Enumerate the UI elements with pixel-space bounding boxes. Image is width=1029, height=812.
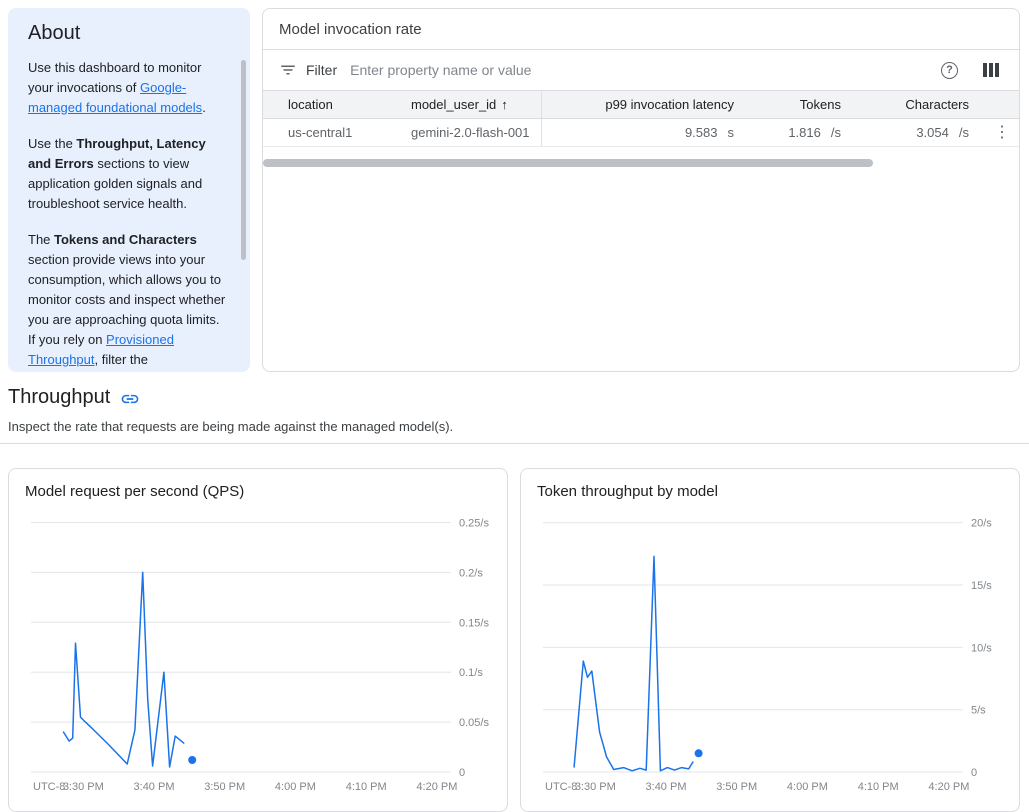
filter-icon [279, 61, 297, 79]
svg-text:UTC-8: UTC-8 [545, 781, 577, 793]
svg-text:0: 0 [971, 767, 977, 779]
about-p3-text: The [28, 232, 55, 247]
svg-text:4:20 PM: 4:20 PM [416, 781, 457, 793]
table-row: us-central1 gemini-2.0-flash-001 9.583 s… [263, 119, 1019, 147]
svg-text:20/s: 20/s [971, 518, 992, 530]
about-p1-text: Use this dashboard to monitor your invoc… [28, 60, 202, 95]
svg-text:3:50 PM: 3:50 PM [204, 781, 245, 793]
svg-text:3:50 PM: 3:50 PM [716, 781, 757, 793]
throughput-section-title-row: Throughput [8, 386, 1008, 409]
svg-text:4:20 PM: 4:20 PM [928, 781, 969, 793]
column-header-p99-latency[interactable]: p99 invocation latency [541, 91, 748, 118]
about-p2-bold: Throughput, Latency and Errors [28, 136, 206, 171]
sort-ascending-icon[interactable]: ↑ [501, 97, 508, 112]
provisioned-throughput-link[interactable]: Provisioned Throughput [28, 332, 174, 367]
card-header: Model invocation rate [263, 9, 1019, 50]
qps-chart-plot[interactable]: 0.25/s 0.2/s 0.15/s 0.1/s 0.05/s 0 UTC-8 3:30 P… [25, 504, 499, 800]
help-icon[interactable]: ? [941, 61, 958, 79]
svg-text:4:00 PM: 4:00 PM [787, 781, 828, 793]
about-p1-period: . [202, 100, 206, 115]
about-p3-text-3: , filter the [94, 352, 148, 367]
tokens-unit: /s [830, 125, 841, 140]
token-throughput-chart-card: Token throughput by model 20/s 15/s 10/s 5/… [520, 468, 1020, 812]
about-p3-bold: Tokens and Characters [54, 232, 197, 247]
svg-text:UTC-8: UTC-8 [33, 781, 65, 793]
google-managed-models-link[interactable]: Google-managed foundational models [28, 80, 203, 115]
svg-text:4:10 PM: 4:10 PM [858, 781, 899, 793]
cell-tokens: 1.816 /s [748, 119, 855, 146]
model-invocation-rate-card: Model invocation rate Filter ? location … [262, 8, 1020, 372]
characters-unit: /s [958, 125, 969, 140]
svg-text:3:30 PM: 3:30 PM [63, 781, 104, 793]
p99-value: 9.583 [684, 125, 718, 140]
column-header-tokens[interactable]: Tokens [799, 97, 841, 112]
about-panel-scrollbar[interactable] [241, 60, 246, 260]
svg-text:0.2/s: 0.2/s [459, 567, 483, 579]
qps-chart-card: Model request per second (QPS) 0.25/s 0.2… [8, 468, 508, 812]
token-throughput-chart-title: Token throughput by model [537, 483, 718, 500]
column-header-model-user-id[interactable]: model_user_id ↑ [411, 91, 541, 118]
column-header-model-user-id-label: model_user_id [411, 97, 497, 112]
table-horizontal-scrollbar [263, 159, 1019, 167]
characters-value: 3.054 [916, 125, 949, 140]
svg-text:0.05/s: 0.05/s [459, 717, 489, 729]
filter-bar: Filter ? [263, 50, 1019, 91]
about-p3-text-2: section provide views into your consumpt… [28, 252, 226, 347]
about-p2-text-2: sections to view application golden sign… [28, 156, 203, 211]
table-header-row: location model_user_id ↑ p99 invocation … [263, 91, 1019, 119]
svg-text:15/s: 15/s [971, 580, 992, 592]
svg-text:0.25/s: 0.25/s [459, 518, 489, 530]
qps-chart-title: Model request per second (QPS) [25, 483, 245, 500]
section-anchor-link-icon[interactable] [120, 386, 140, 409]
section-divider [0, 443, 1029, 444]
filter-input[interactable] [346, 62, 932, 78]
throughput-section: Throughput Inspect the rate that request… [8, 386, 1008, 434]
charts-row: Model request per second (QPS) 0.25/s 0.2… [8, 468, 1020, 812]
about-paragraph-2: Use the Throughput, Latency and Errors s… [28, 134, 230, 214]
svg-text:4:10 PM: 4:10 PM [346, 781, 387, 793]
cell-location: us-central1 [288, 125, 353, 140]
section-description: Inspect the rate that requests are being… [8, 419, 454, 434]
p99-unit: s [727, 125, 735, 140]
column-header-location[interactable]: location [288, 97, 333, 112]
cell-characters: 3.054 /s [855, 119, 983, 146]
column-header-characters[interactable]: Characters [905, 97, 969, 112]
column-header-menu-spacer [983, 91, 1019, 118]
svg-text:0.15/s: 0.15/s [459, 617, 489, 629]
token-throughput-chart-plot[interactable]: 20/s 15/s 10/s 5/s 0 UTC-8 3:30 PM 3:40 PM 3:50 … [537, 504, 1011, 800]
svg-text:0.1/s: 0.1/s [459, 667, 483, 679]
section-title: Throughput [8, 386, 111, 408]
svg-text:3:40 PM: 3:40 PM [134, 781, 175, 793]
svg-text:3:30 PM: 3:30 PM [575, 781, 616, 793]
svg-text:3:40 PM: 3:40 PM [646, 781, 687, 793]
tokens-value: 1.816 [788, 125, 821, 140]
table-horizontal-scrollbar-thumb[interactable] [263, 159, 873, 167]
svg-text:4:00 PM: 4:00 PM [275, 781, 316, 793]
row-overflow-menu-icon[interactable]: ⋮ [994, 123, 1010, 141]
about-paragraph-3: The Tokens and Characters section provid… [28, 230, 230, 370]
about-title: About [28, 22, 81, 44]
card-title: Model invocation rate [279, 20, 422, 38]
svg-text:10/s: 10/s [971, 642, 992, 654]
filter-label[interactable]: Filter [306, 62, 338, 78]
about-p2-text: Use the [28, 136, 77, 151]
cell-p99-latency: 9.583 s [541, 119, 748, 146]
about-paragraph-1: Use this dashboard to monitor your invoc… [28, 58, 230, 118]
svg-text:0: 0 [459, 767, 465, 779]
column-display-options-icon[interactable] [983, 63, 999, 77]
cell-model-user-id: gemini-2.0-flash-001 [411, 125, 530, 140]
about-panel: About Use this dashboard to monitor your… [8, 8, 250, 372]
svg-text:5/s: 5/s [971, 705, 986, 717]
